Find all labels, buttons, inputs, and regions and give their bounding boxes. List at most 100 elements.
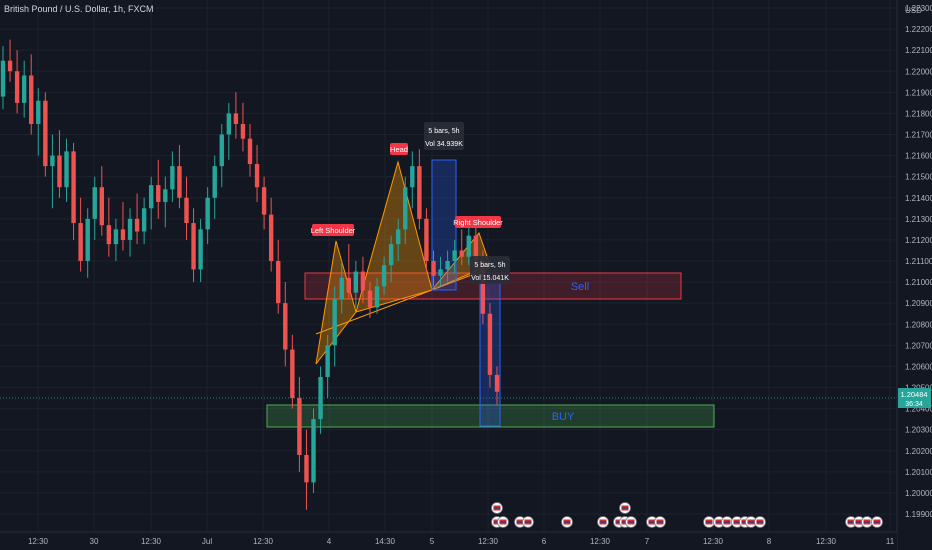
price-tick-label: 1.21400 xyxy=(905,194,932,203)
price-tick-label: 1.20400 xyxy=(905,405,932,414)
event-flag-band xyxy=(847,521,855,523)
price-tick-label: 1.21100 xyxy=(905,257,932,266)
event-flag-band xyxy=(756,521,764,523)
candle-body xyxy=(57,155,62,188)
candle-body xyxy=(177,166,182,198)
buy-zone-label: BUY xyxy=(552,411,575,423)
candle-body xyxy=(452,250,457,261)
candle-body xyxy=(353,271,359,293)
price-tick-label: 1.21200 xyxy=(905,236,932,245)
event-flag-band xyxy=(493,521,501,523)
time-tick-label: 5 xyxy=(430,537,435,546)
event-flag-icon[interactable] xyxy=(597,516,609,528)
candle-body xyxy=(212,166,217,198)
candle-body xyxy=(276,261,281,304)
candle-body xyxy=(487,313,493,375)
time-tick-label: 12:30 xyxy=(253,537,274,546)
event-flag-icon[interactable] xyxy=(731,516,743,528)
event-flag-icon[interactable] xyxy=(561,516,573,528)
event-flag-icon[interactable] xyxy=(491,502,503,514)
candle-body xyxy=(403,187,408,230)
candle-body xyxy=(374,286,380,308)
price-tick-label: 1.20900 xyxy=(905,299,932,308)
event-flag-icon[interactable] xyxy=(845,516,857,528)
price-tick-label: 1.20800 xyxy=(905,320,932,329)
measure-2-tooltip-bg xyxy=(470,256,510,284)
candle-body xyxy=(247,138,253,165)
event-flag-icon[interactable] xyxy=(721,516,733,528)
candle-body xyxy=(268,214,274,261)
time-axis-background xyxy=(0,532,897,550)
event-flag-band xyxy=(863,521,871,523)
price-tick-label: 1.22200 xyxy=(905,25,932,34)
event-flag-icon[interactable] xyxy=(619,502,631,514)
candle-body xyxy=(290,349,295,399)
price-tick-label: 1.21300 xyxy=(905,215,932,224)
candle-body xyxy=(71,151,76,224)
candle-body xyxy=(36,100,41,124)
time-tick-label: 30 xyxy=(90,537,99,546)
candle-body xyxy=(318,376,323,420)
right-shoulder-label: Right Shoulder xyxy=(453,218,503,227)
price-tick-label: 1.20000 xyxy=(905,489,932,498)
candle-body xyxy=(417,166,422,219)
candlestick-series xyxy=(0,39,500,510)
event-flag-icon[interactable] xyxy=(745,516,757,528)
candle-body xyxy=(85,218,90,261)
price-tick-label: 1.20300 xyxy=(905,426,932,435)
time-tick-label: 14:30 xyxy=(375,537,396,546)
time-tick-label: 11 xyxy=(886,537,895,546)
measure-2-vol-label: Vol 15.041K xyxy=(471,275,509,282)
event-flag-icon[interactable] xyxy=(871,516,883,528)
candle-body xyxy=(396,229,401,245)
candle-body xyxy=(388,244,394,266)
right-shoulder-label-bg xyxy=(455,216,501,228)
time-tick-label: 12:30 xyxy=(816,537,837,546)
candle-body xyxy=(325,345,330,377)
candle-body xyxy=(149,185,154,209)
candle-body xyxy=(226,113,232,135)
event-flag-band xyxy=(855,521,863,523)
candle-body xyxy=(7,60,13,72)
event-flag-icon[interactable] xyxy=(754,516,766,528)
head-label-bg xyxy=(390,143,408,155)
event-flag-icon[interactable] xyxy=(497,516,509,528)
candle-body xyxy=(346,277,351,293)
event-flag-band xyxy=(615,521,623,523)
candle-body xyxy=(494,374,500,392)
head-label: Head xyxy=(390,145,408,154)
candle-body xyxy=(466,235,471,257)
time-axis[interactable]: 12:30 30 12:30 Jul 12:30 4 14:30 5 12:30 6 12:30 7 1… xyxy=(0,531,897,550)
candle-body xyxy=(381,265,387,287)
chart-title: British Pound / U.S. Dollar, 1h, FXCM xyxy=(4,4,154,14)
event-flag-icon[interactable] xyxy=(703,516,715,528)
event-flag-icon[interactable] xyxy=(654,516,666,528)
event-flag-band xyxy=(715,521,723,523)
candle-body xyxy=(78,223,83,261)
candle-body xyxy=(360,271,366,291)
price-axis-background xyxy=(897,0,932,550)
event-flag-icon[interactable] xyxy=(625,516,637,528)
price-tick-label: 1.21900 xyxy=(905,88,932,97)
price-tick-label: 1.22100 xyxy=(905,46,932,55)
event-flag-icon[interactable] xyxy=(522,516,534,528)
economic-events[interactable] xyxy=(491,502,883,528)
candle-body xyxy=(480,261,486,314)
candle-body xyxy=(205,197,210,230)
candle-body xyxy=(304,454,309,483)
candle-body xyxy=(410,166,415,188)
event-flag-icon[interactable] xyxy=(861,516,873,528)
candle-body xyxy=(431,261,436,276)
candle-body xyxy=(43,100,48,167)
price-tick-label: 1.19900 xyxy=(905,510,932,519)
time-tick-label: 12:30 xyxy=(590,537,611,546)
time-tick-label: 12:30 xyxy=(28,537,49,546)
candle-body xyxy=(0,60,6,97)
time-tick-label: Jul xyxy=(202,537,212,546)
candle-body xyxy=(106,225,112,245)
candle-body xyxy=(297,398,302,455)
candle-body xyxy=(113,229,119,245)
event-flag-band xyxy=(741,521,749,523)
